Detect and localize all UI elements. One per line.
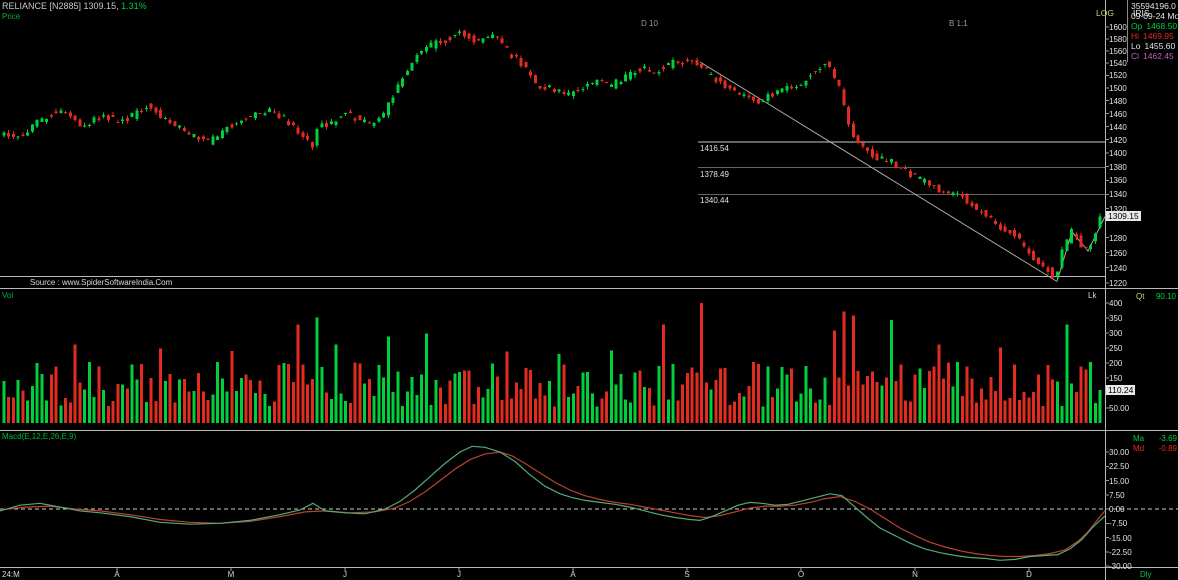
wave-annotation-right: B 1:1 — [949, 19, 968, 28]
volume-panel-label: Vol — [2, 291, 14, 300]
low-label: Lo — [1131, 42, 1141, 51]
template-name: IRIS — [1133, 8, 1150, 18]
macd-tick: 0.00 — [1109, 505, 1125, 514]
volume-tick: 350 — [1109, 314, 1123, 323]
month-label: A — [114, 570, 120, 579]
volume-tick: 250 — [1109, 344, 1123, 353]
macd-ma-value: -3.69 — [1158, 434, 1177, 443]
price-tick: 1400 — [1109, 149, 1127, 158]
trendline-overlay — [699, 61, 1106, 282]
qt-label: Qt — [1136, 292, 1145, 301]
volume-tick: 150 — [1109, 374, 1123, 383]
wave-annotation-left: D 10 — [641, 19, 658, 28]
month-label: O — [797, 570, 805, 579]
macd-md-value: -0.89 — [1158, 444, 1177, 453]
qt-value: 90.10 — [1155, 292, 1176, 301]
price-tick: 1340 — [1109, 190, 1127, 199]
volume-layer — [2, 303, 1102, 423]
macd-tick: 15.00 — [1109, 477, 1130, 486]
price-tick: 1500 — [1109, 84, 1127, 93]
month-label: M — [227, 570, 235, 579]
volume-tick: 400 — [1109, 299, 1123, 308]
level-label: 1340.44 — [700, 196, 729, 205]
volume-tick: 300 — [1109, 329, 1123, 338]
price-tick: 1240 — [1109, 264, 1127, 273]
price-tick: 1520 — [1109, 71, 1127, 80]
axis-ticks — [116, 26, 1109, 571]
low-value: 1455.60 — [1144, 42, 1176, 51]
macd-ma-label: Ma — [1133, 434, 1145, 443]
macd-tick: -7.50 — [1109, 519, 1128, 528]
macd-md-label: Md — [1133, 444, 1145, 453]
periodicity-label[interactable]: Dly — [1140, 570, 1152, 579]
source-credit: Source : www.SpiderSoftwareIndia.Com — [30, 278, 173, 287]
volume-tick: 200 — [1109, 359, 1123, 368]
macd-tick: -15.00 — [1109, 534, 1132, 543]
price-tick: 1540 — [1109, 59, 1127, 68]
info-open: Op 1468.50 — [1131, 22, 1178, 32]
macd-tick: -22.50 — [1109, 548, 1132, 557]
level-label: 1416.54 — [700, 144, 729, 153]
price-panel-label: Price — [2, 12, 21, 21]
last-volume-tag: 110.24 — [1106, 385, 1136, 395]
price-tick: 1260 — [1109, 249, 1127, 258]
price-tick: 1580 — [1109, 35, 1127, 44]
close-label: Cl — [1131, 52, 1140, 61]
macd-tick: 7.50 — [1109, 491, 1125, 500]
close-value: 1462.45 — [1143, 52, 1174, 61]
price-tick: 1220 — [1109, 279, 1127, 288]
macd-tick: 30.00 — [1109, 448, 1130, 457]
info-date: 09-09-24 Mo — [1131, 12, 1178, 21]
price-tick: 1280 — [1109, 234, 1127, 243]
month-label: S — [684, 570, 690, 579]
log-scale-toggle[interactable]: LOG — [1096, 8, 1114, 18]
symbol-text: RELIANCE [N2885] 1309.15, — [2, 1, 119, 11]
price-tick: 1460 — [1109, 110, 1127, 119]
macd-layer — [0, 445, 1178, 561]
info-low: Lo 1455.60 — [1131, 42, 1178, 52]
price-tick: 1320 — [1109, 205, 1127, 214]
info-volume: 35594196.0 — [1131, 2, 1176, 11]
open-label: Op — [1131, 22, 1143, 31]
month-label: N — [912, 570, 918, 579]
price-tick: 1420 — [1109, 136, 1127, 145]
price-tick: 1440 — [1109, 123, 1127, 132]
level-label: 1378.49 — [700, 170, 729, 179]
macd-tick: -30.00 — [1109, 562, 1132, 571]
price-tick: 1600 — [1109, 23, 1127, 32]
month-label: J — [343, 570, 347, 579]
symbol-title: RELIANCE [N2885] 1309.15, 1.31% — [2, 1, 147, 11]
month-label: J — [457, 570, 461, 579]
info-high: Hi 1469.95 — [1131, 32, 1178, 42]
high-value: 1469.95 — [1143, 32, 1174, 41]
price-tick: 1380 — [1109, 163, 1127, 172]
macd-panel-label: Macd(E,12,E,26,E,9) — [2, 432, 77, 441]
macd-tick: 22.50 — [1109, 462, 1130, 471]
candles-layer — [2, 29, 1102, 279]
volume-unit-label: Lk — [1088, 291, 1097, 300]
month-label: A — [570, 570, 576, 579]
last-price-tag: 1309.15 — [1106, 211, 1141, 221]
month-label: 24:M — [2, 570, 20, 579]
price-tick: 1360 — [1109, 176, 1127, 185]
change-percent: 1.31% — [121, 1, 147, 11]
price-tick: 1480 — [1109, 97, 1127, 106]
open-value: 1468.50 — [1146, 22, 1178, 31]
volume-tick: 50.00 — [1109, 404, 1130, 413]
high-label: Hi — [1131, 32, 1140, 41]
month-label: D — [1026, 570, 1032, 579]
price-tick: 1560 — [1109, 47, 1127, 56]
info-close: Cl 1462.45 — [1131, 52, 1178, 62]
